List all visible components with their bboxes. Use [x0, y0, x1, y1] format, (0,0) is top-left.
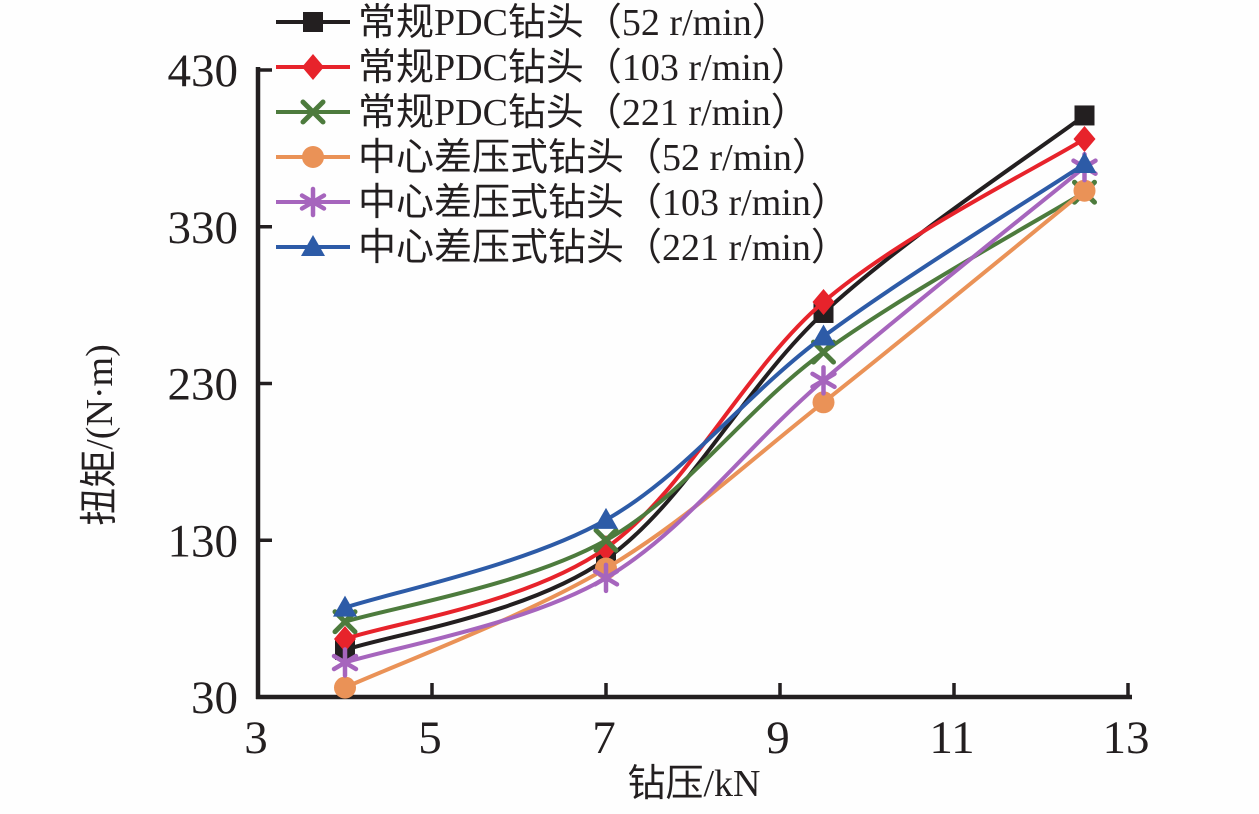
legend-label: 常规PDC钻头（221 r/min） [358, 92, 809, 134]
legend-label: 中心差压式钻头（221 r/min） [358, 227, 849, 269]
y-tick-label: 430 [168, 45, 239, 97]
series-line-1 [343, 136, 1087, 642]
legend-item: 常规PDC钻头（52 r/min） [276, 2, 790, 44]
legend: 常规PDC钻头（52 r/min）常规PDC钻头（103 r/min）常规PDC… [276, 2, 849, 269]
marker-circle [302, 146, 324, 168]
marker-diamond [302, 54, 324, 80]
marker-asterisk [299, 186, 327, 218]
x-tick-label: 13 [1103, 712, 1150, 764]
y-tick-label: 330 [168, 202, 239, 254]
y-tick-label: 30 [191, 672, 238, 724]
series-layer [331, 105, 1098, 699]
marker-asterisk [810, 365, 837, 396]
marker-circle [1073, 179, 1096, 202]
marker-x [300, 99, 326, 125]
marker-diamond [334, 626, 356, 653]
marker-asterisk [331, 647, 359, 678]
x-tick-label: 11 [929, 712, 974, 764]
marker-circle [334, 676, 356, 699]
series-0 [335, 105, 1095, 660]
marker-circle [812, 391, 835, 414]
marker-x [811, 339, 836, 365]
legend-label: 常规PDC钻头（52 r/min） [358, 2, 790, 44]
series-line-4 [343, 165, 1087, 665]
axes: 30 130 230 330 430 3 5 7 9 11 13 [168, 45, 1150, 764]
legend-item: 中心差压式钻头（103 r/min） [276, 182, 849, 224]
x-tick-label: 7 [592, 712, 616, 764]
marker-triangle [301, 235, 325, 256]
marker-diamond [812, 288, 835, 315]
legend-label: 常规PDC钻头（103 r/min） [358, 47, 809, 89]
marker-triangle [333, 595, 357, 617]
x-axis-label: 钻压/kN [627, 763, 760, 805]
marker-diamond [1073, 125, 1096, 152]
marker-triangle [1072, 152, 1097, 174]
series-line-0 [343, 113, 1087, 652]
x-tick-label: 5 [418, 712, 442, 764]
series-3 [334, 179, 1096, 699]
x-tick-label: 9 [766, 712, 790, 764]
legend-label: 中心差压式钻头（103 r/min） [358, 182, 849, 224]
series-5 [333, 152, 1097, 617]
legend-item: 常规PDC钻头（103 r/min） [276, 47, 809, 89]
y-tick-label: 230 [168, 359, 239, 411]
marker-square [1074, 105, 1095, 126]
marker-x [593, 527, 619, 553]
y-tick-label: 130 [168, 515, 239, 567]
series-line-5 [343, 162, 1087, 610]
legend-item: 中心差压式钻头（221 r/min） [276, 227, 849, 269]
x-tick-label: 3 [244, 712, 268, 764]
marker-asterisk [592, 562, 620, 594]
marker-square [303, 12, 323, 32]
marker-triangle [811, 324, 836, 346]
legend-item: 中心差压式钻头（52 r/min） [276, 137, 830, 179]
marker-triangle [594, 507, 618, 529]
series-line-3 [343, 188, 1087, 690]
y-axis-label: 扭矩/(N·m) [79, 344, 121, 526]
legend-item: 常规PDC钻头（221 r/min） [276, 92, 809, 134]
legend-label: 中心差压式钻头（52 r/min） [358, 137, 830, 179]
